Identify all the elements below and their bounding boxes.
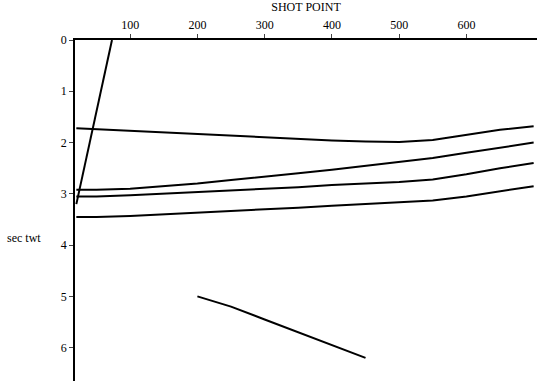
svg-text:300: 300	[256, 18, 274, 32]
svg-text:0: 0	[61, 33, 67, 47]
svg-text:600: 600	[457, 18, 475, 32]
svg-text:2: 2	[61, 136, 67, 150]
svg-text:SHOT POINT: SHOT POINT	[271, 0, 341, 14]
svg-text:6: 6	[61, 341, 67, 355]
svg-text:100: 100	[121, 18, 139, 32]
svg-text:3: 3	[61, 187, 67, 201]
svg-text:400: 400	[323, 18, 341, 32]
svg-text:5: 5	[61, 290, 67, 304]
svg-text:500: 500	[390, 18, 408, 32]
svg-text:1: 1	[61, 84, 67, 98]
svg-text:sec twt: sec twt	[7, 231, 41, 245]
svg-text:4: 4	[61, 238, 67, 252]
svg-text:200: 200	[188, 18, 206, 32]
